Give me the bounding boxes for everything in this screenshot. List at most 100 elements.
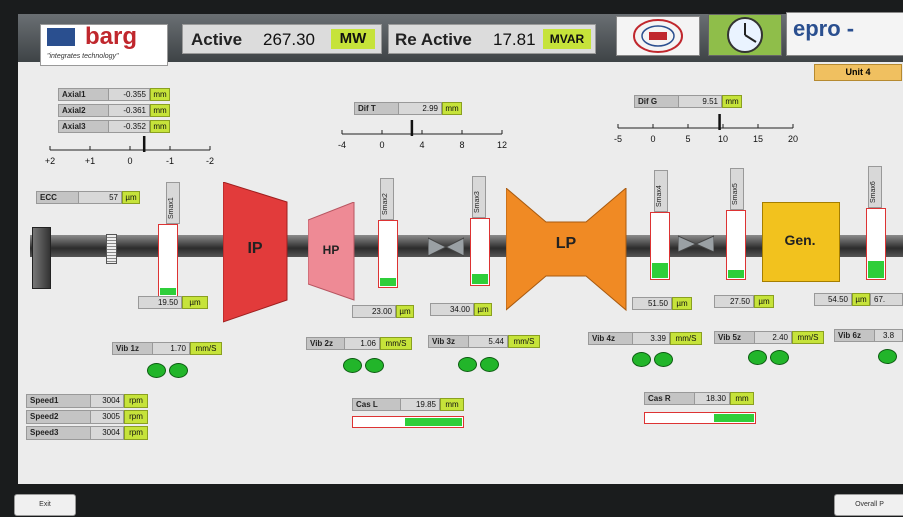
dif-t-value: 2.99 [398, 102, 442, 115]
smax2-value: 23.00 [352, 305, 396, 318]
dif-t-scale-tick-label: 8 [459, 140, 464, 150]
speed1-label: Speed1 [26, 394, 92, 408]
axial-scale-tick-label: -2 [206, 156, 214, 166]
vib5-value: 2.40 [754, 331, 792, 344]
axial2-value: -0.361 [108, 104, 150, 117]
smax3-fill [472, 274, 488, 284]
active-power-box: Active 267.30 MW [182, 24, 382, 54]
axial-scale-tick-label: -1 [166, 156, 174, 166]
smax2-unit: µm [396, 305, 414, 318]
exit-button[interactable]: Exit [14, 494, 76, 516]
dif-g-value: 9.51 [678, 95, 722, 108]
barg-logo: barg "integrates technology" [40, 23, 168, 66]
dif-t-scale-tick-label: -4 [338, 140, 346, 150]
smax6-unit: µm [852, 293, 870, 306]
smax5-tag: Smax5 [730, 168, 744, 210]
speed1-unit: rpm [124, 394, 148, 408]
cas-l-value: 19.85 [400, 398, 440, 411]
speed3-value: 3004 [90, 426, 124, 440]
clock-icon[interactable] [708, 14, 782, 56]
smax2-fill [380, 278, 396, 286]
cas-r-fill [714, 414, 754, 422]
vib1-status-led-b [169, 363, 188, 378]
dif-g-scale-tick-label: 5 [685, 134, 690, 144]
speed2-value: 3005 [90, 410, 124, 424]
vib1-unit: mm/S [190, 342, 222, 355]
axial-scale-tick-label: +2 [45, 156, 55, 166]
smax5-bar [726, 210, 746, 280]
smax3-tag: Smax3 [472, 176, 486, 218]
axial2-unit: mm [150, 104, 170, 117]
dif-t-scale-tick-label: 4 [419, 140, 424, 150]
smax6-value-cut: 67. [870, 293, 903, 306]
hp-turbine [308, 202, 355, 301]
ecc-label: ECC [36, 191, 86, 204]
smax4-bar [650, 212, 670, 280]
vib6-status-led-a [878, 349, 897, 364]
vib6-value: 3.8 [874, 329, 903, 342]
reactive-value: 17.81 [493, 30, 536, 49]
axial1-value: -0.355 [108, 88, 150, 101]
vib3-status-led-b [480, 357, 499, 372]
vib4-unit: mm/S [670, 332, 702, 345]
smax5-fill [728, 269, 744, 278]
dif-g-scale-tick-label: -5 [614, 134, 622, 144]
vib6-label: Vib 6z [834, 329, 884, 342]
smax4-value: 51.50 [632, 297, 672, 310]
smax1-fill [160, 287, 176, 295]
vib3-status-led-a [458, 357, 477, 372]
ecc-probe [106, 234, 117, 264]
unit-badge: Unit 4 [814, 64, 902, 81]
speed2-unit: rpm [124, 410, 148, 424]
axial-scale-tick-label: +1 [85, 156, 95, 166]
cas-l-label: Cas L [352, 398, 412, 411]
dif-g-scale-tick-label: 20 [788, 134, 798, 144]
reactive-label: Re Active [395, 30, 472, 49]
dif-g-scale: -5 0 5 10 15 20 [614, 114, 798, 144]
smax4-fill [652, 263, 668, 278]
speed2-label: Speed2 [26, 410, 92, 424]
smax6-bar [866, 208, 886, 280]
smax1-bar [158, 224, 178, 297]
ecc-value: 57 [78, 191, 122, 204]
speed1-value: 3004 [90, 394, 124, 408]
cas-l-unit: mm [440, 398, 464, 411]
generator-label: Gen. [784, 232, 816, 248]
smax6-fill [868, 261, 884, 278]
axial3-unit: mm [150, 120, 170, 133]
vib5-status-led-b [770, 350, 789, 365]
dif-t-scale-tick-label: 12 [497, 140, 507, 150]
overall-button[interactable]: Overall P [834, 494, 903, 516]
header-bar: barg "integrates technology" Active 267.… [18, 12, 903, 66]
vib2-label: Vib 2z [306, 337, 356, 350]
vib2-status-led-a [343, 358, 362, 373]
dif-t-scale: -4 0 4 8 12 [338, 120, 507, 150]
smax2-tag: Smax2 [380, 178, 394, 220]
dif-g-unit: mm [722, 95, 742, 108]
vib1-status-led-a [147, 363, 166, 378]
dif-t-unit: mm [442, 102, 462, 115]
vib3-value: 5.44 [468, 335, 508, 348]
reactive-unit: MVAR [543, 29, 591, 49]
vib1-value: 1.70 [152, 342, 190, 355]
vib2-unit: mm/S [380, 337, 412, 350]
speed3-unit: rpm [124, 426, 148, 440]
reactive-power-box: Re Active 17.81 MVAR [388, 24, 596, 54]
cas-r-label: Cas R [644, 392, 704, 405]
logo-tagline: "integrates technology" [47, 53, 119, 60]
vib3-unit: mm/S [508, 335, 540, 348]
smax2-bar [378, 220, 398, 288]
dif-t-scale-tick-label: 0 [379, 140, 384, 150]
cas-r-unit: mm [730, 392, 754, 405]
smax1-tag: Smax1 [166, 182, 180, 224]
coupling-hp-lp [428, 237, 464, 257]
smax1-value: 19.50 [138, 296, 182, 309]
cas-r-bar [644, 412, 756, 424]
lp-turbine [506, 188, 627, 312]
smax6-value: 54.50 [814, 293, 852, 306]
lp-label: LP [555, 235, 577, 252]
ecc-unit: µm [122, 191, 140, 204]
dif-g-scale-tick-label: 0 [650, 134, 655, 144]
smax3-bar [470, 218, 490, 286]
logo-name: barg [85, 23, 138, 50]
